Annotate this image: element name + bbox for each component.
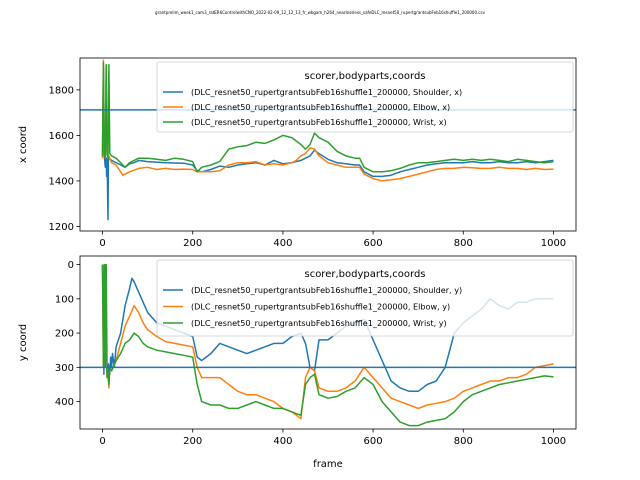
x-tick-label: 1000: [541, 436, 566, 447]
legend-entry-shoulder: (DLC_resnet50_rupertgrantsubFeb16shuffle…: [191, 87, 462, 97]
x-coord-subplot: 0 200 400 600 800 1000 1200 1400 1600 1800 x coord…: [18, 57, 577, 249]
legend-entry-wrist: (DLC_resnet50_rupertgrantsubFeb16shuffle…: [191, 117, 447, 127]
series-line-wrist: [101, 263, 554, 427]
series-line-shoulder: [101, 263, 554, 393]
y-axis-label: x coord: [18, 126, 29, 163]
x-axis-label: frame: [313, 459, 343, 470]
legend-entry-elbow: (DLC_resnet50_rupertgrantsubFeb16shuffle…: [191, 302, 450, 312]
y-tick-label: 0: [68, 260, 74, 271]
x-tick-label: 200: [183, 238, 202, 249]
y-tick-label: 1800: [49, 85, 74, 96]
legend-entry-shoulder: (DLC_resnet50_rupertgrantsubFeb16shuffle…: [191, 285, 462, 295]
legend: scorer,bodyparts,coords (DLC_resnet50_rup…: [156, 259, 574, 337]
legend-title: scorer,bodyparts,coords: [304, 269, 425, 280]
legend-entry-wrist: (DLC_resnet50_rupertgrantsubFeb16shuffle…: [191, 318, 447, 328]
y-tick-label: 1200: [49, 222, 74, 233]
legend-title: scorer,bodyparts,coords: [304, 71, 425, 82]
y-tick-label: 400: [55, 397, 74, 408]
axes-frame: [79, 255, 577, 430]
y-tick-label: 1600: [49, 131, 74, 142]
x-tick-label: 400: [273, 436, 292, 447]
legend: scorer,bodyparts,coords (DLC_resnet50_rup…: [156, 61, 574, 133]
x-tick-label: 0: [99, 238, 105, 249]
x-tick-label: 800: [454, 436, 473, 447]
x-tick-label: 200: [183, 436, 202, 447]
x-tick-label: 800: [454, 238, 473, 249]
x-tick-label: 400: [273, 238, 292, 249]
figure-suptitle: grantprelim_week1_cam3_ratER6Controlwith…: [155, 10, 486, 15]
series-line-wrist: [101, 61, 554, 173]
x-tick-label: 0: [99, 436, 105, 447]
y-tick-label: 1400: [49, 176, 74, 187]
x-tick-label: 600: [364, 436, 383, 447]
axes-frame: [79, 57, 577, 232]
series-line-elbow: [101, 263, 554, 420]
x-tick-label: 600: [364, 238, 383, 249]
y-tick-label: 100: [55, 294, 74, 305]
legend-entry-elbow: (DLC_resnet50_rupertgrantsubFeb16shuffle…: [191, 102, 450, 112]
x-tick-label: 1000: [541, 238, 566, 249]
y-tick-label: 200: [55, 329, 74, 340]
y-tick-label: 300: [55, 363, 74, 374]
series-line-elbow: [101, 59, 554, 182]
y-coord-subplot: 0 200 400 600 800 1000 0 100 200 300 400 y coord fra…: [18, 255, 577, 470]
y-axis-label: y coord: [18, 324, 29, 361]
